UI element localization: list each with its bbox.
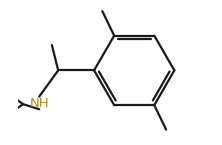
Text: NH: NH [30,97,50,110]
